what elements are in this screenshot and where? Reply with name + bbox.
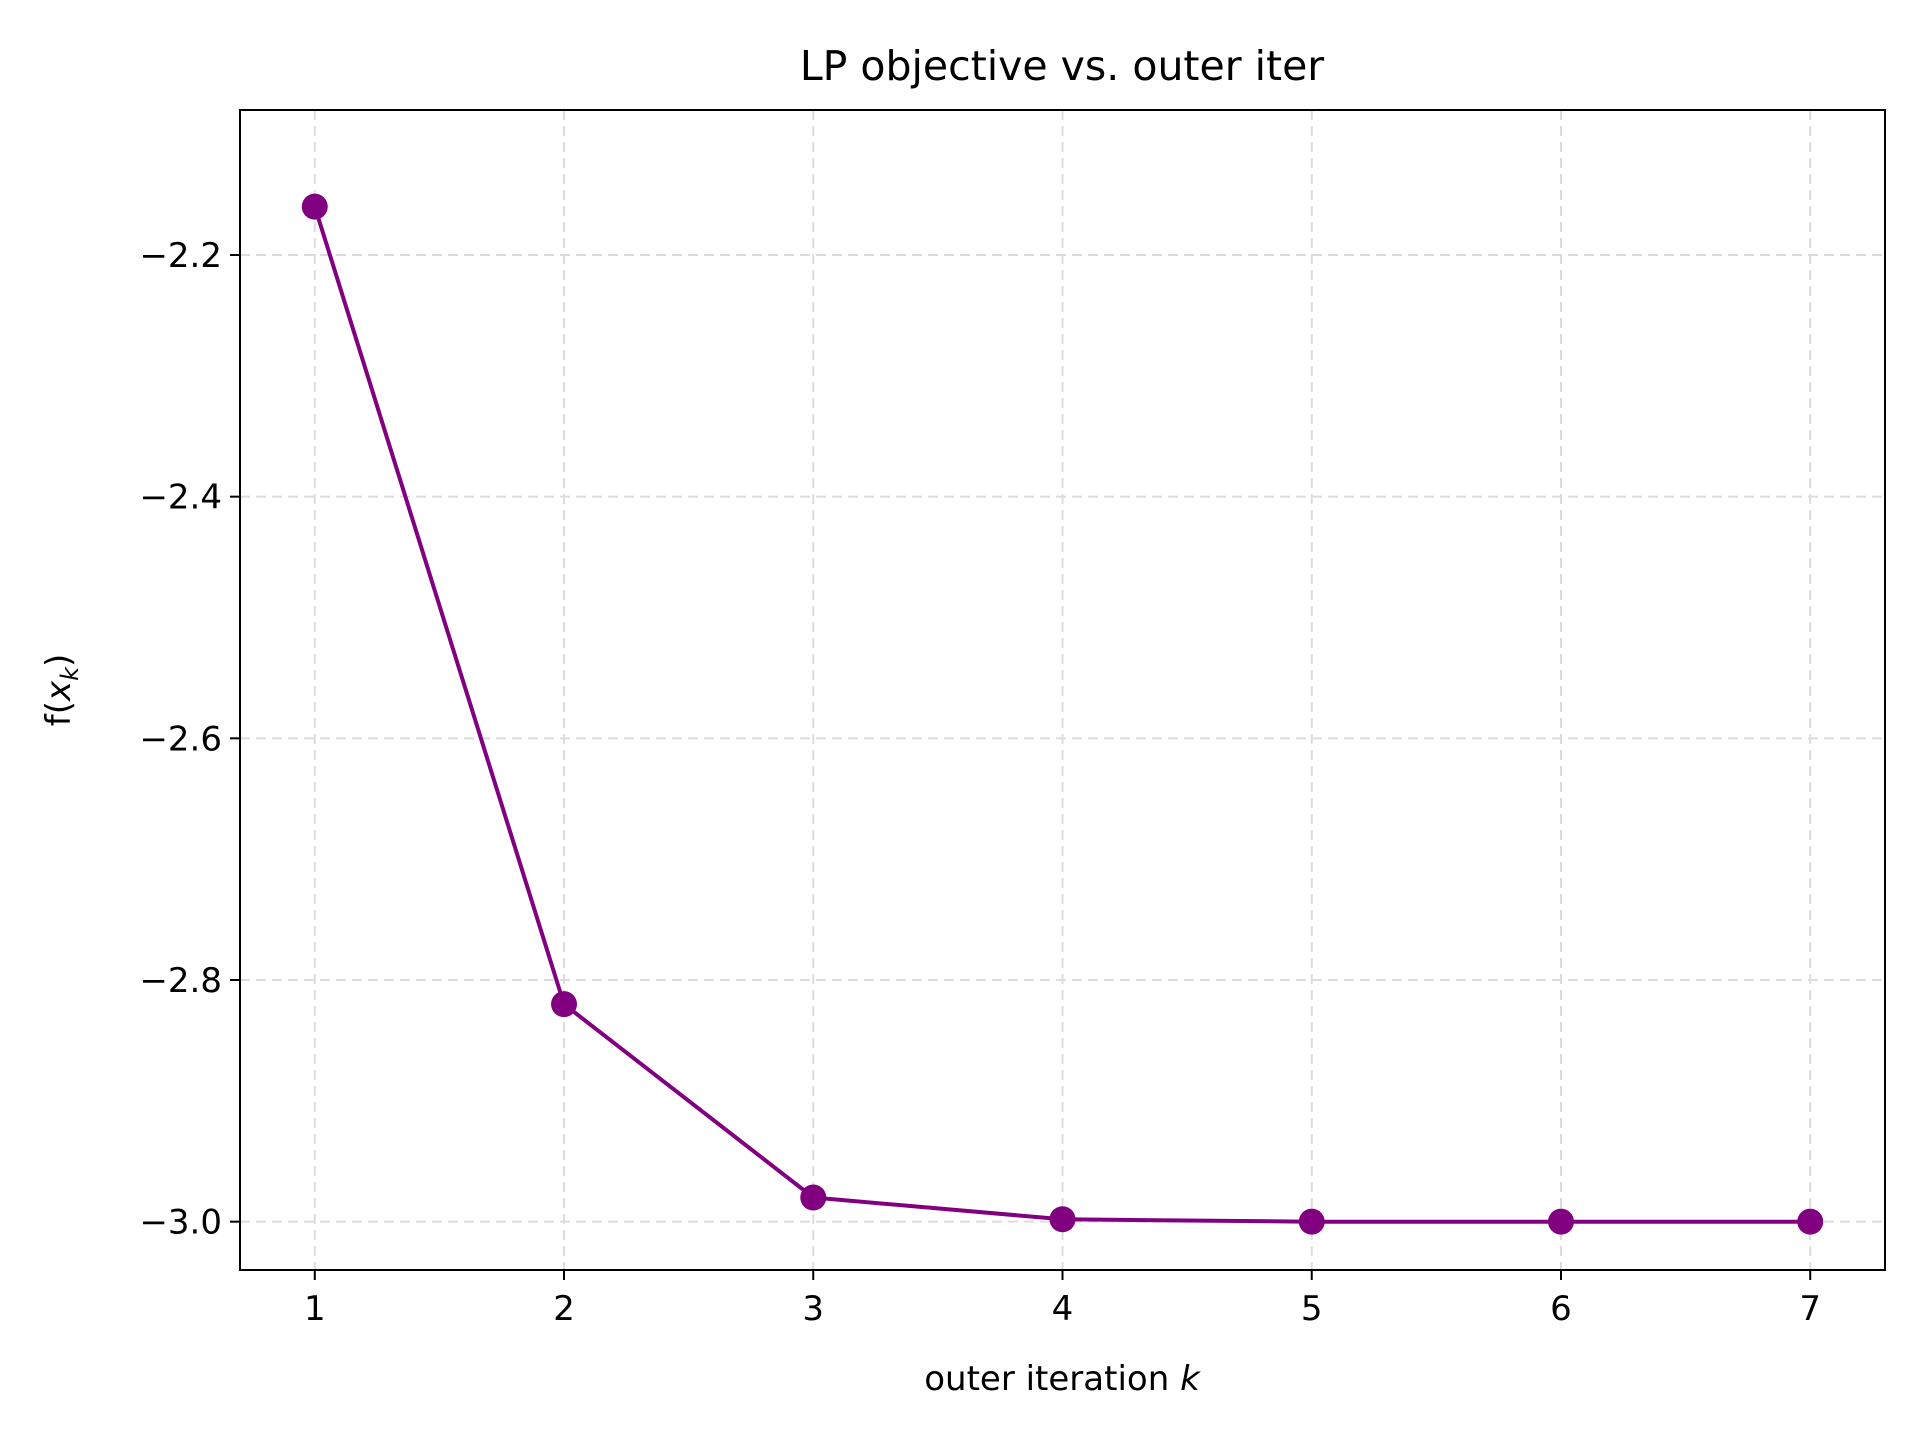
y-tick-label: −3.0 [139, 1203, 222, 1243]
y-tick-label: −2.6 [139, 719, 222, 759]
data-point-marker [301, 193, 328, 220]
data-point-marker [1049, 1206, 1076, 1233]
x-tick-label: 7 [1799, 1289, 1821, 1329]
series-line-group [301, 193, 1824, 1235]
x-axis-label: outer iteration k [924, 1359, 1201, 1399]
x-tick-label: 4 [1052, 1289, 1074, 1329]
data-point-marker [1298, 1208, 1325, 1235]
x-axis-label-var: k [1180, 1359, 1201, 1399]
data-point-marker [800, 1184, 827, 1211]
data-point-marker [1797, 1208, 1824, 1235]
data-point-marker [1547, 1208, 1574, 1235]
y-tick-label: −2.4 [139, 478, 222, 518]
x-tick-label: 6 [1550, 1289, 1572, 1329]
y-axis-label-prefix: f( [39, 701, 79, 726]
x-tick-label: 5 [1301, 1289, 1323, 1329]
y-axis-label-suffix: ) [39, 654, 79, 667]
x-axis-label-text: outer iteration [924, 1359, 1180, 1399]
x-tick-label: 3 [802, 1289, 824, 1329]
y-axis-label-sub: k [56, 666, 84, 681]
y-tick-label: −2.8 [139, 961, 222, 1001]
axis-ticks: 1 2 3 4 5 6 7 −2.2 −2.4 −2.6 −2.8 −3.0 [139, 236, 1821, 1329]
y-axis-label: f(xk) [39, 654, 84, 727]
x-tick-label: 1 [304, 1289, 326, 1329]
x-tick-label: 2 [553, 1289, 575, 1329]
data-point-marker [551, 991, 578, 1018]
y-axis-label-var: x [39, 680, 79, 702]
y-tick-label: −2.2 [139, 236, 222, 276]
chart-title: LP objective vs. outer iter [800, 42, 1324, 90]
